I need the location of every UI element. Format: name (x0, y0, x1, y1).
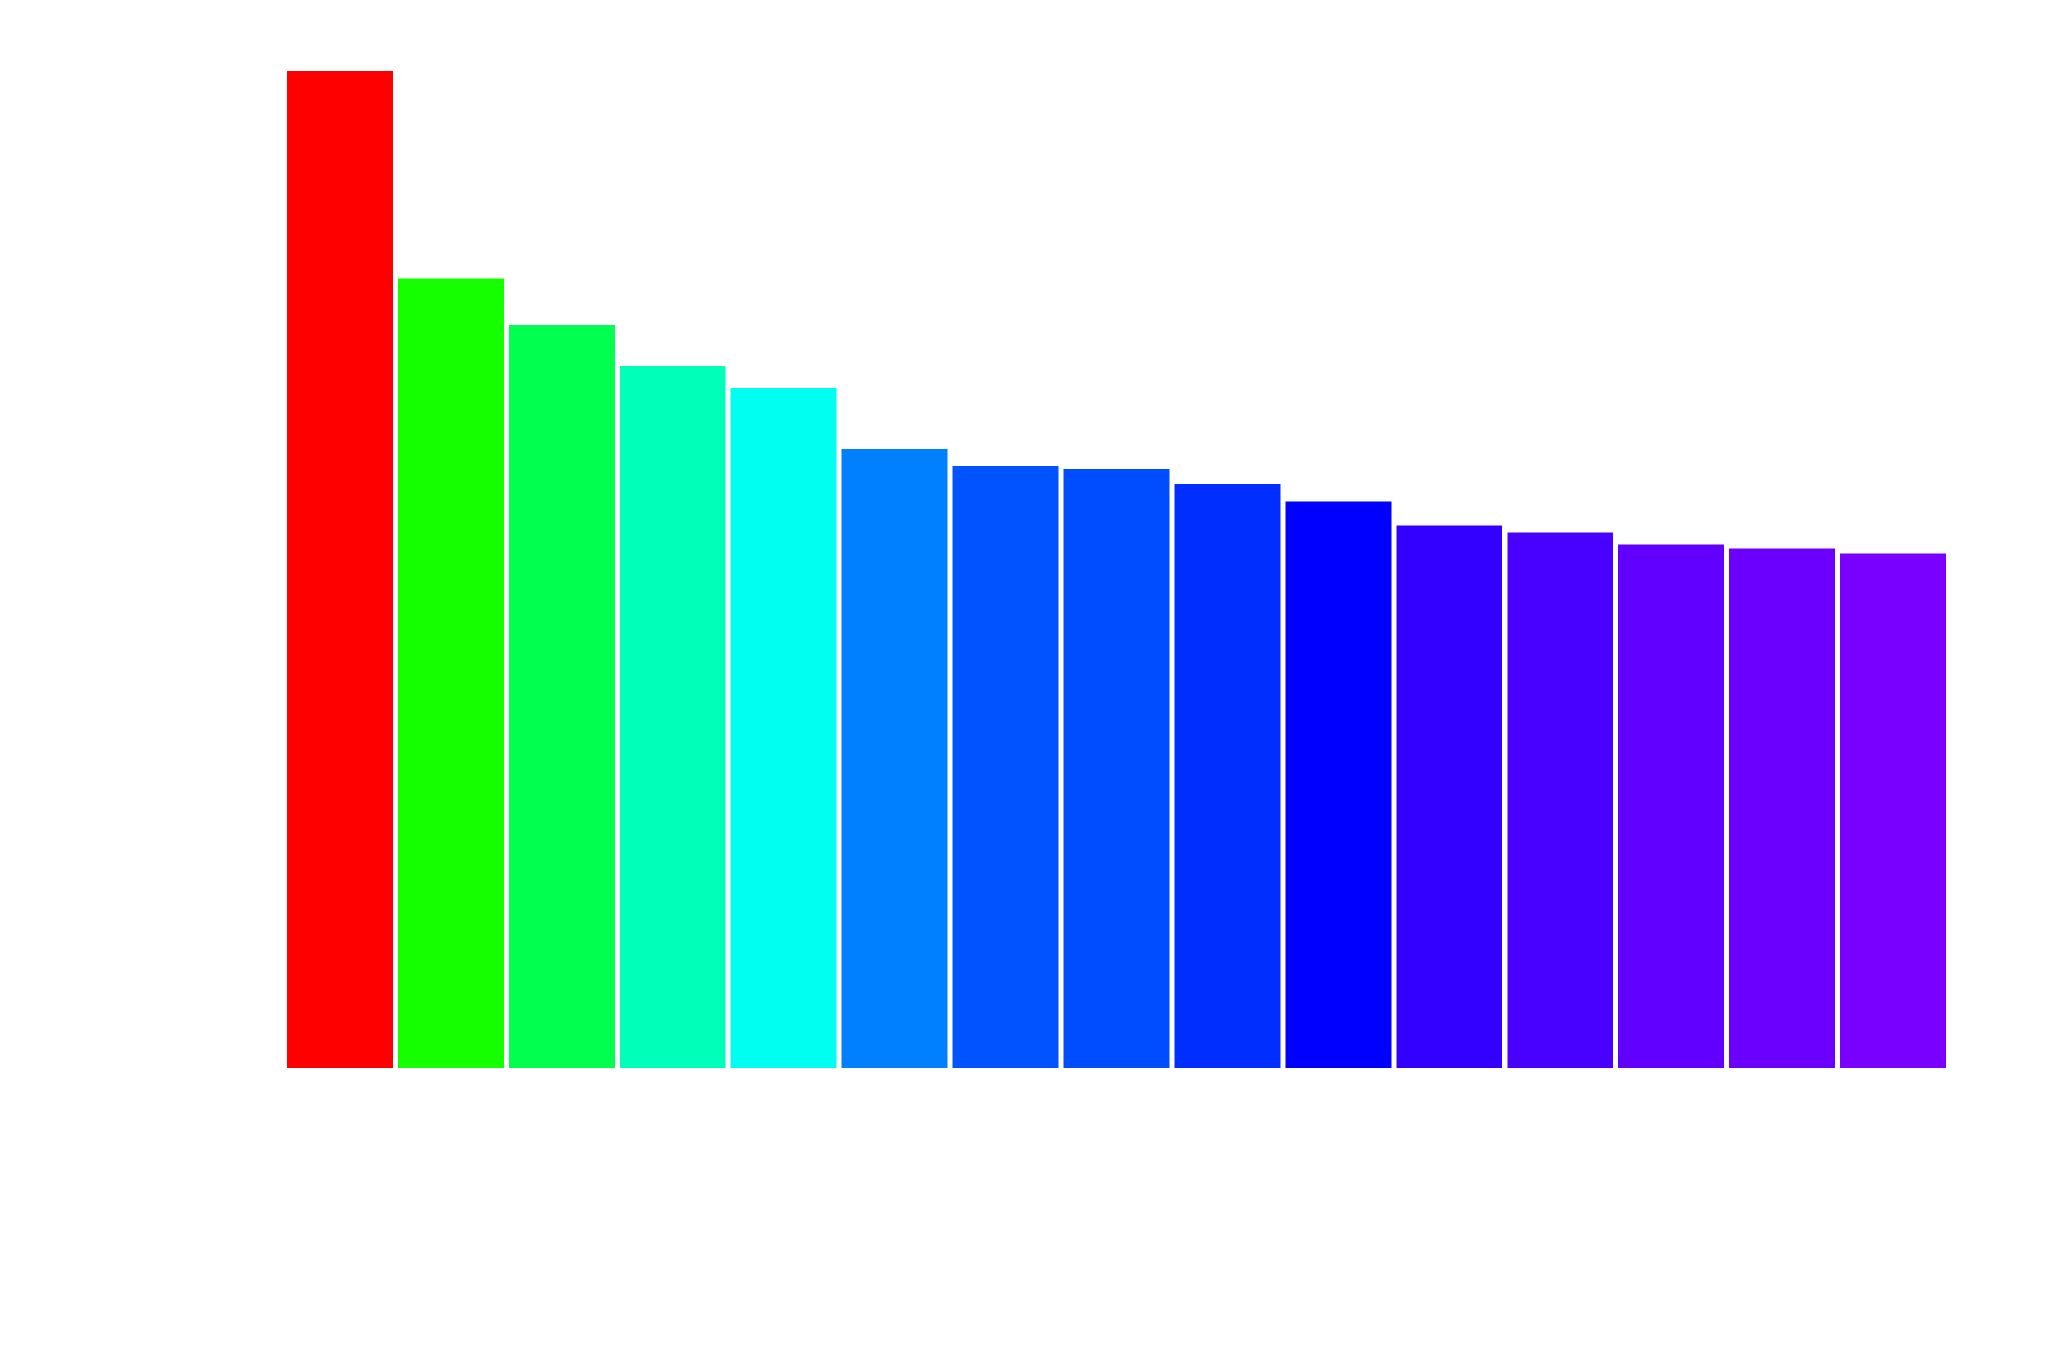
bars-group (287, 71, 1946, 1069)
bar-2 (397, 278, 504, 1068)
bar-9 (1174, 483, 1281, 1068)
bar-14 (1729, 548, 1835, 1068)
bar-10 (1285, 501, 1392, 1068)
bar-7 (952, 465, 1059, 1068)
bar-5 (730, 388, 837, 1068)
bar-3 (508, 325, 615, 1068)
bar-12 (1507, 532, 1614, 1068)
bar-15 (1840, 553, 1946, 1068)
bar-1 (287, 71, 393, 1068)
bar-13 (1618, 544, 1725, 1068)
bar-6 (841, 448, 948, 1068)
bar-8 (1063, 468, 1170, 1068)
bar-11 (1396, 525, 1503, 1068)
bar-4 (619, 366, 726, 1069)
